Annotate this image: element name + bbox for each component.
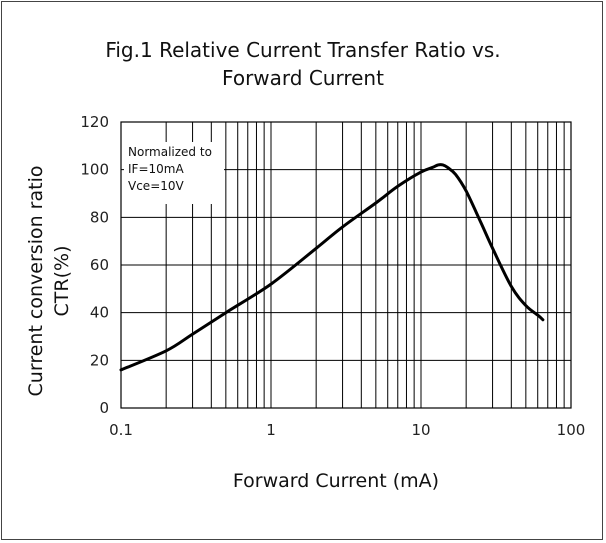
x-axis-label: Forward Current (mA) bbox=[233, 470, 439, 492]
y-axis-label-line1: Current conversion ratio bbox=[25, 166, 47, 397]
y-tick-label: 0 bbox=[99, 399, 109, 417]
tick-labels: 0 20 40 60 80 100 120 0.1 1 10 100 bbox=[80, 113, 585, 439]
y-tick-label: 40 bbox=[90, 304, 109, 322]
note-line-1: Normalized to bbox=[128, 145, 212, 159]
chart-title-line1: Fig.1 Relative Current Transfer Ratio vs… bbox=[105, 38, 501, 62]
chart-title-line2: Forward Current bbox=[222, 66, 384, 90]
x-tick-label: 10 bbox=[411, 421, 430, 439]
chart-title: Fig.1 Relative Current Transfer Ratio vs… bbox=[0, 36, 606, 92]
axes bbox=[120, 121, 572, 409]
x-tick-label: 1 bbox=[266, 421, 276, 439]
y-axis-label-line2: CTR(%) bbox=[51, 246, 73, 317]
note-line-2: IF=10mA bbox=[128, 162, 184, 176]
y-tick-label: 80 bbox=[90, 208, 109, 226]
y-tick-label: 20 bbox=[90, 351, 109, 369]
y-tick-label: 100 bbox=[80, 161, 109, 179]
y-tick-label: 60 bbox=[90, 256, 109, 274]
normalization-note: Normalized to IF=10mA Vce=10V bbox=[124, 142, 224, 204]
plot-area-border bbox=[120, 121, 572, 409]
series-line-ctr bbox=[119, 163, 545, 372]
note-line-3: Vce=10V bbox=[128, 179, 185, 193]
x-tick-label: 0.1 bbox=[109, 421, 133, 439]
x-tick-label: 100 bbox=[557, 421, 586, 439]
note-background bbox=[124, 142, 224, 204]
y-tick-label: 120 bbox=[80, 113, 109, 131]
